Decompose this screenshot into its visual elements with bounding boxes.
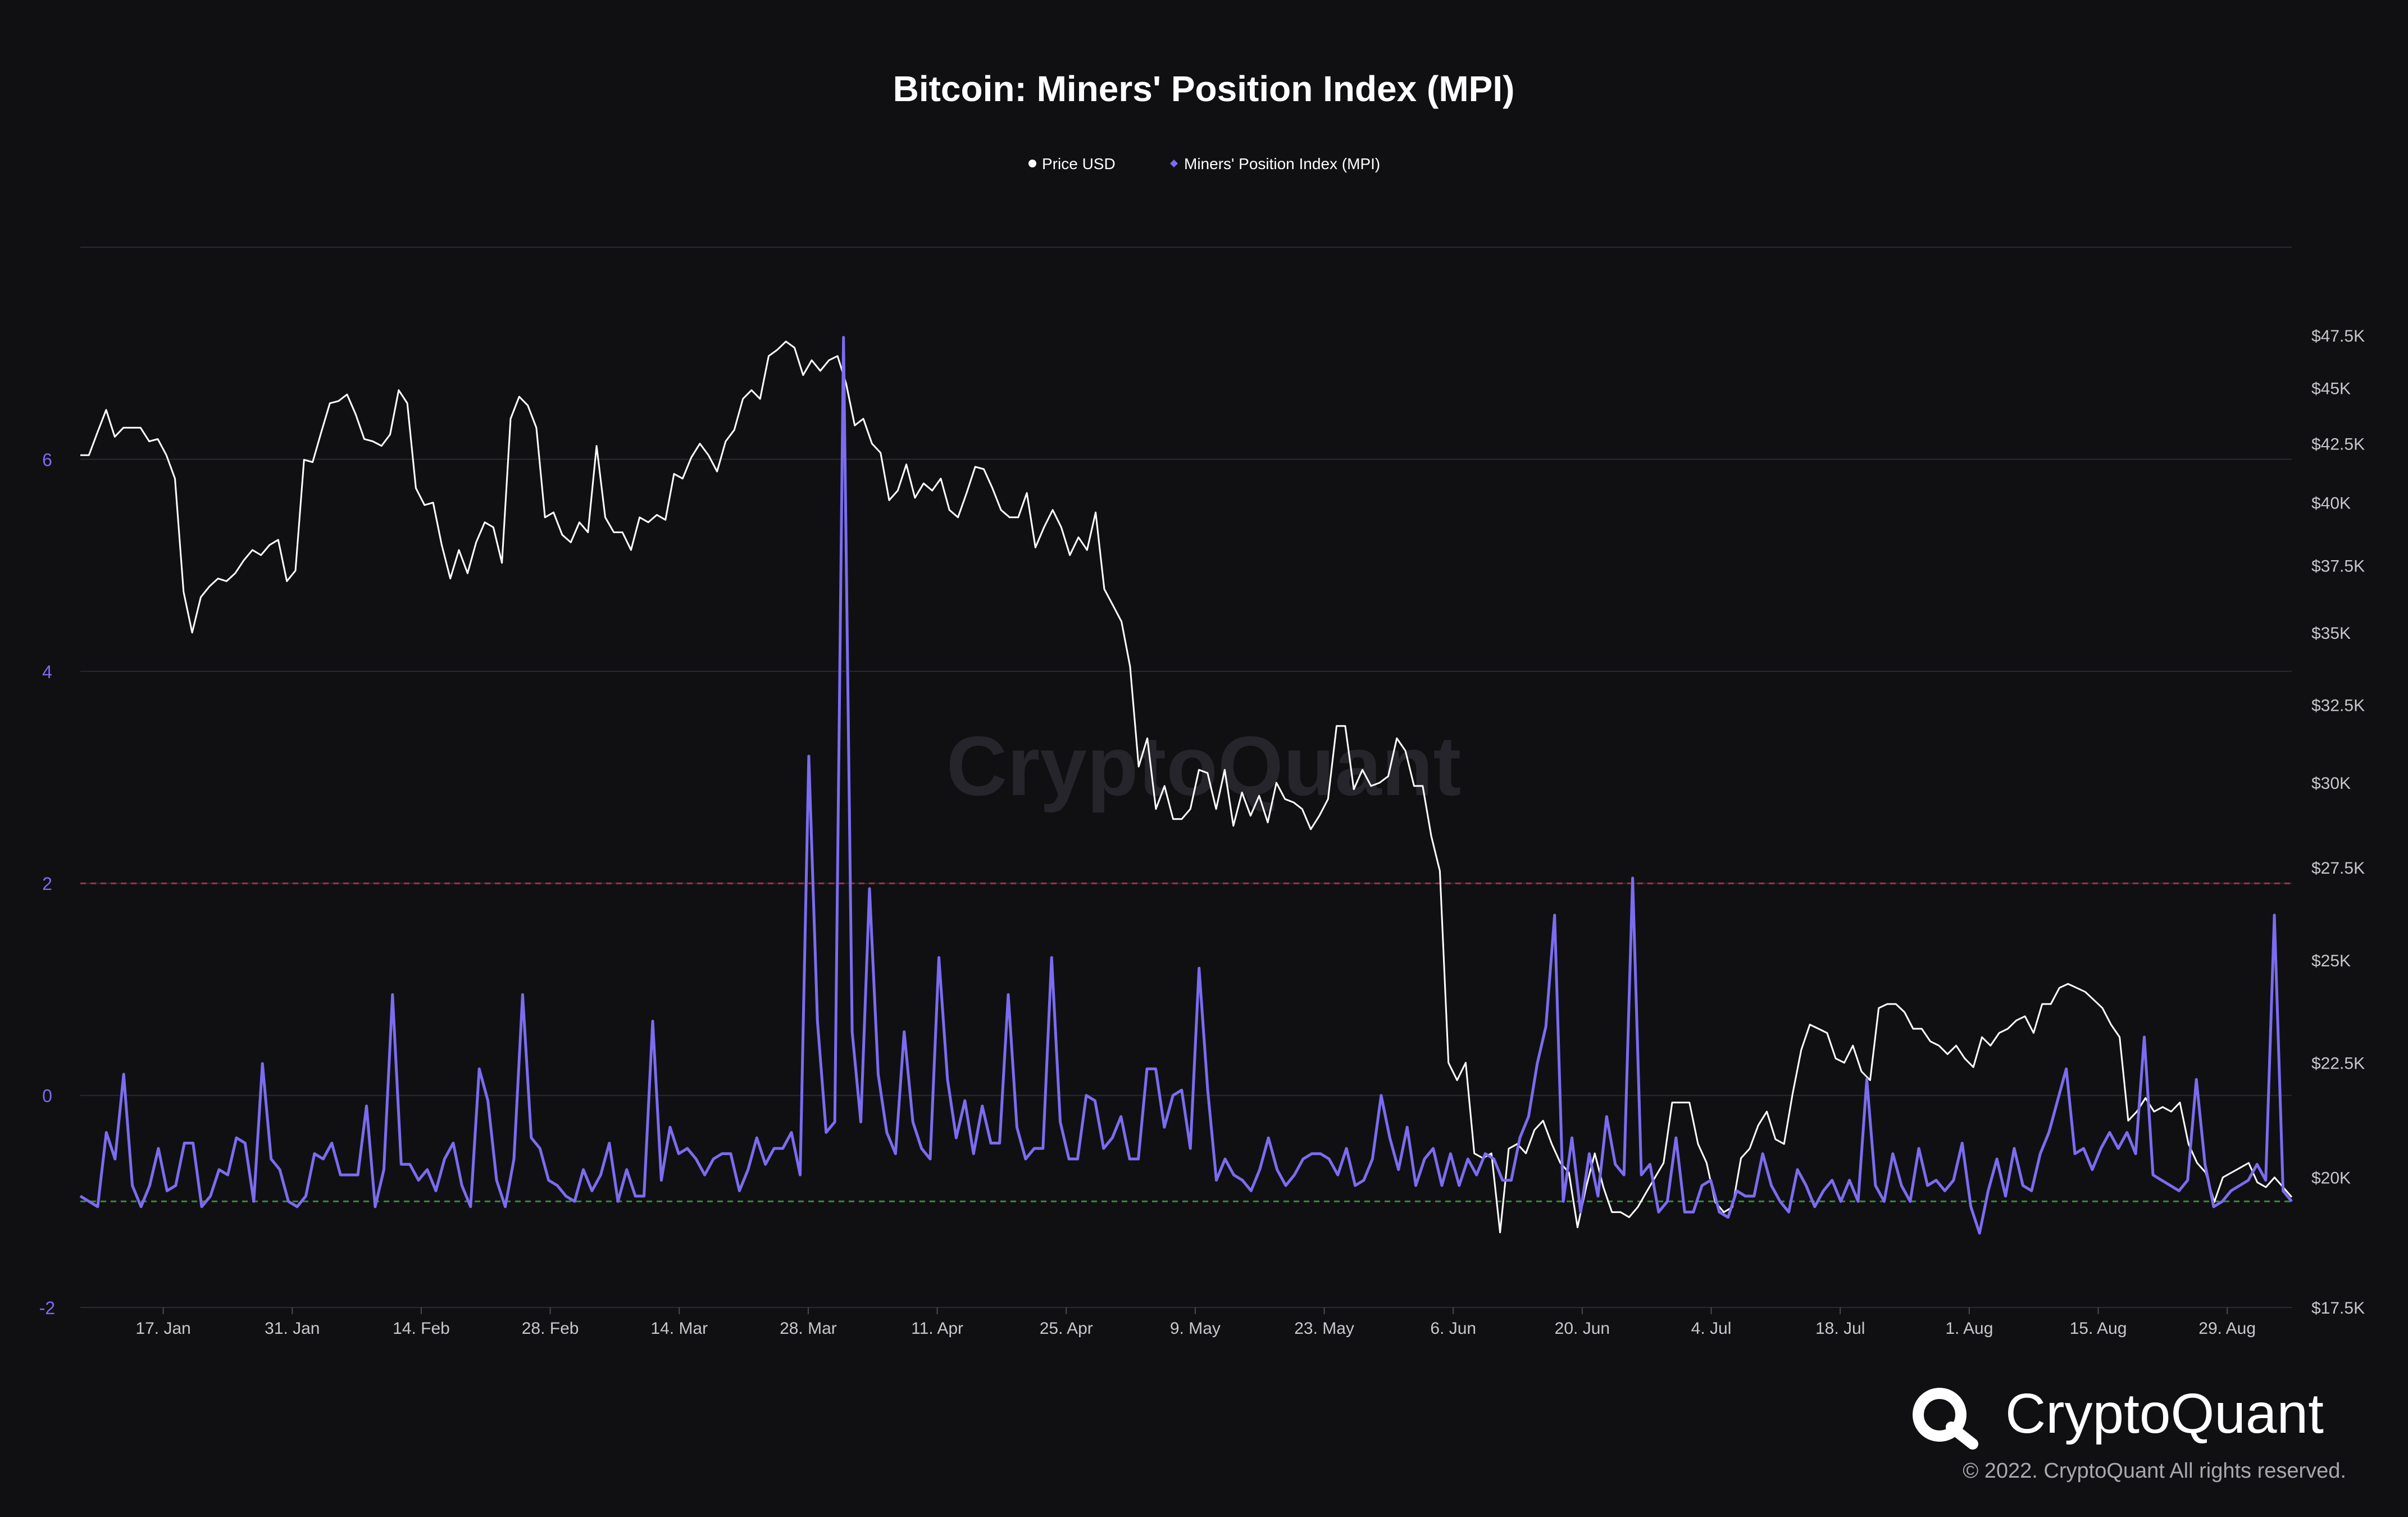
brand-logo: CryptoQuant — [1913, 1382, 2324, 1450]
right-axis-tick-label: $27.5K — [2311, 859, 2365, 878]
legend-mpi-label: Miners' Position Index (MPI) — [1184, 155, 1380, 172]
legend[interactable]: Price USD Miners' Position Index (MPI) — [1028, 155, 1380, 172]
copyright: © 2022. CryptoQuant All rights reserved. — [1963, 1459, 2346, 1483]
x-axis-tick-label: 15. Aug — [2070, 1319, 2127, 1338]
chart-title: Bitcoin: Miners' Position Index (MPI) — [893, 69, 1515, 109]
x-axis-tick-label: 28. Mar — [780, 1319, 837, 1338]
legend-price-marker — [1028, 160, 1036, 167]
x-axis-tick-label: 29. Aug — [2198, 1319, 2256, 1338]
right-axis-tick-label: $37.5K — [2311, 557, 2365, 575]
x-axis-tick-label: 23. May — [1294, 1319, 1354, 1338]
x-axis-tick-label: 1. Aug — [1945, 1319, 1993, 1338]
grid — [80, 247, 2292, 1308]
legend-item-price[interactable]: Price USD — [1028, 155, 1116, 172]
threshold-lines — [80, 882, 2292, 1202]
price-series-line[interactable] — [80, 340, 2293, 1234]
right-axis: $17.5K $20K $22.5K $25K $27.5K $30K $32.5K $35K… — [2311, 327, 2365, 1318]
x-axis-tick-label: 28. Feb — [522, 1319, 579, 1338]
x-axis-tick-label: 11. Apr — [911, 1319, 963, 1338]
x-axis: 17. Jan 31. Jan 14. Feb 28. Feb 14. Mar 28. M… — [135, 1307, 2256, 1338]
right-axis-tick-label: $20K — [2311, 1169, 2351, 1188]
brand-name: CryptoQuant — [2005, 1382, 2324, 1445]
legend-item-mpi[interactable]: Miners' Position Index (MPI) — [1170, 155, 1380, 172]
brand-logo-icon-tail — [1946, 1421, 1978, 1450]
brand-logo-icon — [1913, 1388, 1967, 1442]
x-axis-tick-label: 14. Mar — [650, 1319, 708, 1338]
x-axis-tick-label: 6. Jun — [1430, 1319, 1476, 1338]
left-axis-tick-label: -2 — [39, 1298, 55, 1318]
left-axis-tick-label: 0 — [42, 1086, 52, 1106]
series-layer[interactable] — [79, 335, 2293, 1235]
right-axis-tick-label: $42.5K — [2311, 435, 2365, 454]
x-axis-tick-label: 31. Jan — [265, 1319, 320, 1338]
right-axis-tick-label: $17.5K — [2311, 1299, 2365, 1318]
right-axis-tick-label: $32.5K — [2311, 696, 2365, 715]
right-axis-tick-label: $35K — [2311, 624, 2351, 643]
right-axis-tick-label: $22.5K — [2311, 1055, 2365, 1073]
mpi-series-line[interactable] — [79, 335, 2293, 1235]
right-axis-tick-label: $45K — [2311, 380, 2351, 398]
x-axis-tick-label: 25. Apr — [1040, 1319, 1093, 1338]
legend-price-label: Price USD — [1042, 155, 1116, 172]
right-axis-tick-label: $25K — [2311, 952, 2351, 970]
watermark: CryptoQuant — [946, 719, 1462, 813]
left-axis: -2 0 2 4 6 — [39, 449, 55, 1318]
right-axis-tick-label: $30K — [2311, 774, 2351, 793]
x-axis-tick-label: 20. Jun — [1555, 1319, 1610, 1338]
right-axis-tick-label: $47.5K — [2311, 327, 2365, 346]
left-axis-tick-label: 4 — [42, 662, 52, 682]
x-axis-tick-label: 4. Jul — [1691, 1319, 1732, 1338]
left-axis-tick-label: 6 — [42, 449, 52, 470]
x-axis-tick-label: 9. May — [1170, 1319, 1221, 1338]
x-axis-tick-label: 17. Jan — [135, 1319, 190, 1338]
legend-mpi-marker — [1170, 160, 1178, 167]
x-axis-tick-label: 18. Jul — [1815, 1319, 1865, 1338]
right-axis-tick-label: $40K — [2311, 494, 2351, 513]
left-axis-tick-label: 2 — [42, 874, 52, 894]
x-axis-tick-label: 14. Feb — [393, 1319, 450, 1338]
